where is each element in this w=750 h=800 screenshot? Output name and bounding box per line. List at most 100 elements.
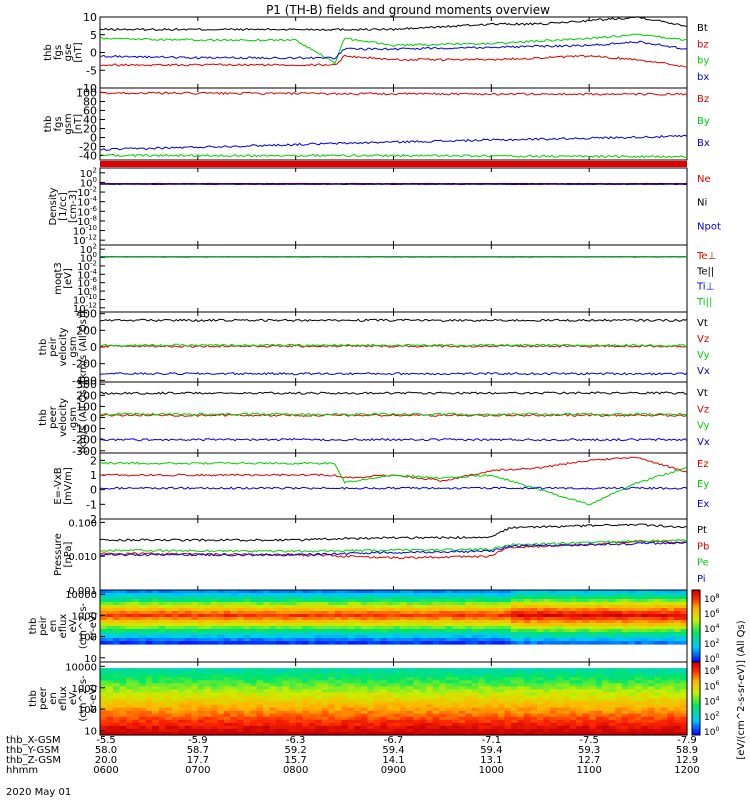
- heatmap-cell: [452, 620, 460, 624]
- heatmap-cell: [269, 677, 277, 681]
- heatmap-cell: [569, 638, 577, 642]
- orbit-tick-t: 0900: [381, 765, 406, 776]
- heatmap-cell: [589, 686, 597, 690]
- heatmap-cell: [634, 710, 642, 715]
- heatmap-cell: [660, 674, 668, 678]
- heatmap-cell: [354, 629, 362, 633]
- heatmap-cell: [439, 620, 447, 624]
- heatmap-cell: [478, 623, 486, 627]
- heatmap-cell: [543, 629, 551, 633]
- heatmap-cell: [119, 677, 127, 681]
- heatmap-cell: [302, 732, 310, 736]
- heatmap-cell: [243, 596, 251, 600]
- heatmap-cell: [445, 716, 453, 721]
- heatmap-cell: [223, 683, 231, 687]
- heatmap-cell: [582, 701, 590, 706]
- heatmap-cell: [426, 704, 434, 709]
- heatmap-cell: [184, 674, 192, 678]
- heatmap-cell: [491, 596, 499, 600]
- heatmap-cell: [139, 680, 147, 684]
- heatmap-cell: [119, 710, 127, 715]
- heatmap-cell: [373, 707, 381, 712]
- heatmap-cell: [543, 689, 551, 693]
- heatmap-cell: [504, 593, 512, 597]
- heatmap-cell: [641, 692, 649, 696]
- heatmap-cell: [347, 668, 355, 672]
- heatmap-cell: [289, 695, 297, 700]
- heatmap-cell: [589, 641, 597, 645]
- heatmap-cell: [289, 707, 297, 712]
- heatmap-cell: [523, 710, 531, 715]
- heatmap-cell: [387, 593, 395, 597]
- heatmap-cell: [113, 617, 121, 621]
- legend-Bx: Bx: [697, 138, 710, 149]
- heatmap-cell: [595, 722, 603, 727]
- heatmap-cell: [223, 686, 231, 690]
- heatmap-cell: [504, 608, 512, 612]
- heatmap-cell: [387, 596, 395, 600]
- heatmap-cell: [373, 590, 381, 594]
- heatmap-cell: [680, 638, 688, 642]
- heatmap-cell: [589, 725, 597, 730]
- heatmap-cell: [263, 689, 271, 693]
- heatmap-cell: [360, 620, 368, 624]
- heatmap-cell: [223, 620, 231, 624]
- heatmap-cell: [400, 722, 408, 727]
- heatmap-cell: [589, 719, 597, 724]
- y-tick-label: 300: [76, 378, 97, 391]
- heatmap-cell: [152, 596, 160, 600]
- heatmap-cell: [458, 722, 466, 727]
- heatmap-cell: [517, 722, 525, 727]
- heatmap-cell: [367, 686, 375, 690]
- heatmap-cell: [250, 617, 258, 621]
- heatmap-cell: [393, 683, 401, 687]
- heatmap-cell: [595, 596, 603, 600]
- heatmap-cell: [289, 671, 297, 675]
- heatmap-cell: [145, 671, 153, 675]
- heatmap-cell: [223, 596, 231, 600]
- heatmap-cell: [119, 629, 127, 633]
- heatmap-cell: [569, 626, 577, 630]
- heatmap-cell: [302, 590, 310, 594]
- heatmap-cell: [328, 611, 336, 615]
- heatmap-cell: [471, 701, 479, 706]
- heatmap-cell: [563, 683, 571, 687]
- heatmap-cell: [276, 695, 284, 700]
- heatmap-cell: [543, 608, 551, 612]
- heatmap-cell: [510, 713, 518, 718]
- heatmap-cell: [341, 686, 349, 690]
- heatmap-cell: [223, 602, 231, 606]
- heatmap-cell: [647, 680, 655, 684]
- heatmap-cell: [250, 611, 258, 615]
- heatmap-cell: [674, 638, 682, 642]
- heatmap-cell: [308, 698, 316, 703]
- heatmap-cell: [654, 674, 662, 678]
- heatmap-cell: [126, 725, 134, 730]
- heatmap-cell: [230, 614, 238, 618]
- heatmap-cell: [223, 728, 231, 733]
- heatmap-cell: [647, 608, 655, 612]
- heatmap-cell: [667, 590, 675, 594]
- heatmap-cell: [321, 704, 329, 709]
- heatmap-cell: [132, 686, 140, 690]
- heatmap-cell: [263, 614, 271, 618]
- heatmap-cell: [667, 725, 675, 730]
- heatmap-cell: [674, 674, 682, 678]
- heatmap-cell: [523, 599, 531, 603]
- heatmap-cell: [497, 635, 505, 639]
- heatmap-cell: [282, 632, 290, 636]
- heatmap-cell: [634, 680, 642, 684]
- ylabel-line: [eV]: [63, 268, 74, 289]
- heatmap-cell: [510, 692, 518, 696]
- heatmap-cell: [119, 614, 127, 618]
- heatmap-cell: [537, 602, 545, 606]
- heatmap-cell: [237, 605, 245, 609]
- heatmap-cell: [615, 719, 623, 724]
- heatmap-cell: [230, 686, 238, 690]
- heatmap-cell: [576, 629, 584, 633]
- heatmap-cell: [576, 689, 584, 693]
- heatmap-cell: [373, 701, 381, 706]
- heatmap-cell: [276, 677, 284, 681]
- heatmap-cell: [139, 599, 147, 603]
- heatmap-cell: [308, 635, 316, 639]
